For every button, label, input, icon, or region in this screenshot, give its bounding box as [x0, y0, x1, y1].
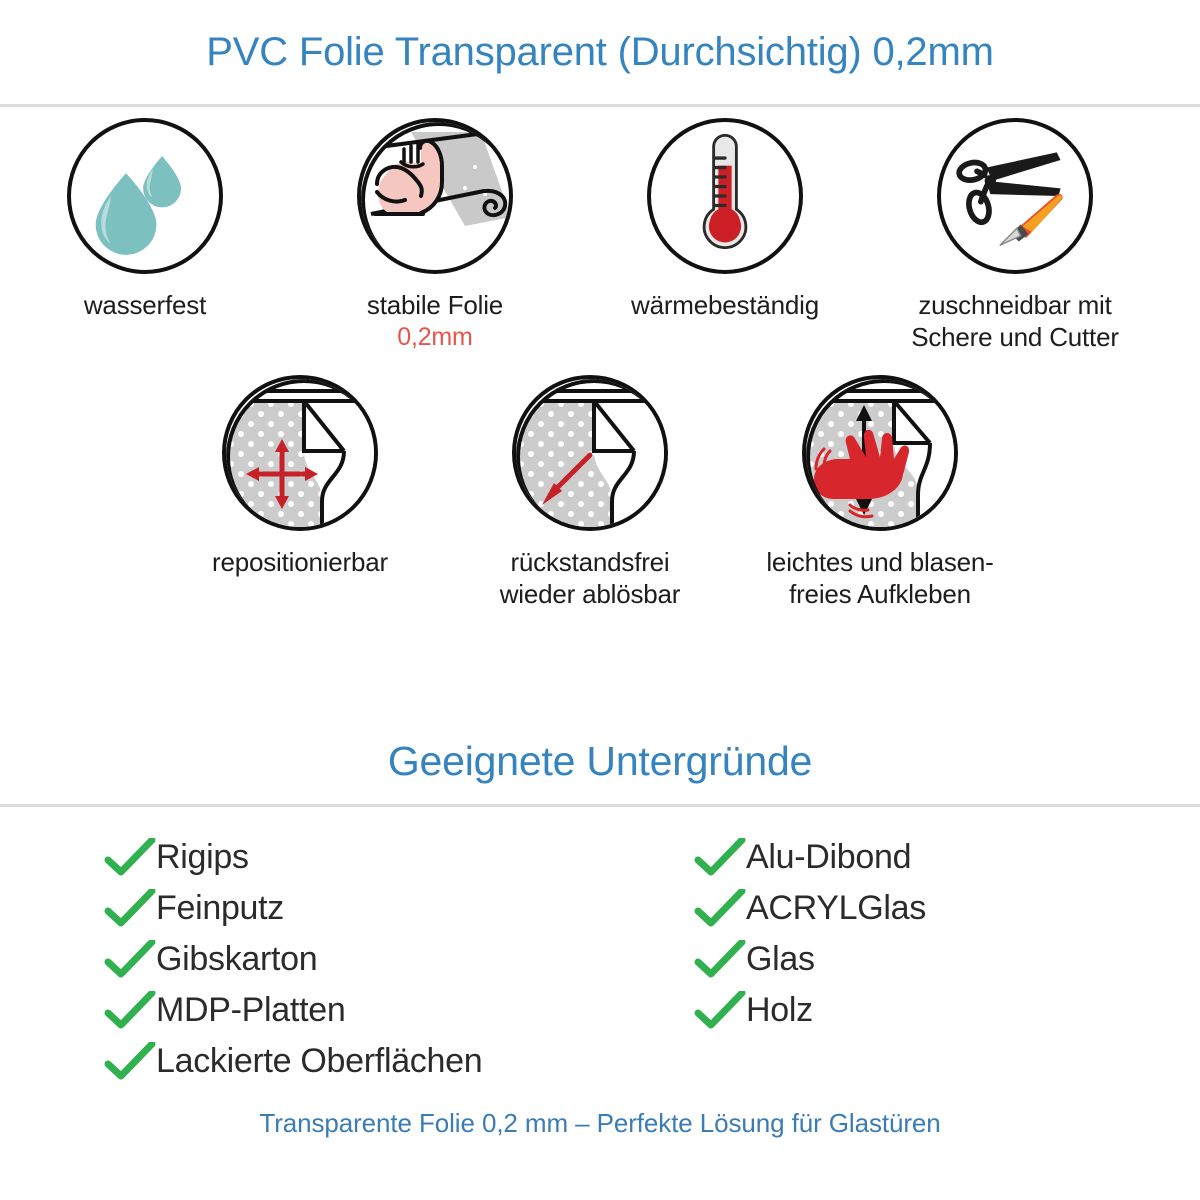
hand-smoothing-bubble-free-icon [806, 379, 954, 528]
suitable-surfaces-list: Rigips Feinputz Gibskarton MDP-Platten L… [0, 832, 1200, 1087]
thermometer-icon [702, 133, 748, 249]
list-item: Rigips [104, 832, 694, 883]
list-item-label: Gibskarton [156, 940, 318, 978]
subheading-bar: Geeignete Untergründe [0, 718, 1200, 804]
list-item: Alu-Dibond [694, 832, 926, 883]
feature-label: wasserfest [83, 290, 207, 320]
feature-zuschneidbar: zuschneidbar mit Schere und Cutter [870, 118, 1160, 353]
list-item-label: ACRYLGlas [746, 889, 926, 927]
feature-label-line2: freies Aufkleben [789, 579, 971, 610]
list-item: ACRYLGlas [694, 883, 926, 934]
feature-caption: wasserfest [84, 290, 206, 322]
feature-caption: leichtes und blasen- freies Aufkleben [766, 547, 993, 610]
divider-middle [0, 804, 1200, 807]
feature-grid: wasserfest [0, 118, 1200, 611]
feature-rueckstandsfrei: rückstandsfrei wieder ablösbar [445, 375, 735, 610]
icon-circle [357, 118, 513, 274]
list-item-label: Glas [746, 940, 815, 978]
list-item-label: Alu-Dibond [746, 838, 912, 876]
water-drops-icon [95, 156, 182, 255]
feature-label-line1: repositionierbar [211, 547, 388, 578]
list-item: Holz [694, 985, 926, 1036]
checklist-column-left: Rigips Feinputz Gibskarton MDP-Platten L… [104, 832, 694, 1087]
scissors-and-cutter-icon [956, 152, 1063, 246]
check-icon [694, 939, 746, 977]
flexed-muscle-arm-icon [361, 122, 509, 270]
list-item-label: Lackierte Oberflächen [156, 1042, 483, 1080]
feature-caption: stabile Folie 0,2mm [367, 290, 503, 352]
title-bar: PVC Folie Transparent (Durchsichtig) 0,2… [0, 0, 1200, 105]
icon-circle [512, 375, 668, 532]
check-icon [104, 1041, 156, 1079]
feature-label: stabile Folie [366, 290, 504, 320]
icon-circle [802, 375, 958, 532]
list-item-label: Rigips [156, 838, 249, 876]
feature-label: wärmebeständig [631, 290, 819, 320]
feature-repositionierbar: repositionierbar [155, 375, 445, 610]
feature-label-line2: wieder ablösbar [499, 579, 681, 610]
list-item: Feinputz [104, 883, 694, 934]
feature-waermebestaendig: wärmebeständig [580, 118, 870, 353]
feature-label-line1: rückstandsfrei [510, 547, 670, 578]
residue-free-peel-arrow-icon [516, 379, 664, 528]
icon-circle [937, 118, 1093, 274]
check-icon [694, 990, 746, 1028]
subheading: Geeignete Untergründe [387, 737, 813, 784]
footer: Transparente Folie 0,2 mm – Perfekte Lös… [0, 1108, 1200, 1139]
list-item: Gibskarton [104, 934, 694, 985]
check-icon [694, 837, 746, 875]
icon-circle [222, 375, 378, 532]
feature-caption: wärmebeständig [631, 290, 819, 322]
check-icon [104, 990, 156, 1028]
checklist-column-right: Alu-Dibond ACRYLGlas Glas Holz [694, 832, 926, 1087]
feature-label-line1: zuschneidbar mit [918, 290, 1112, 320]
feature-row-1: wasserfest [0, 118, 1200, 353]
feature-caption: zuschneidbar mit Schere und Cutter [911, 290, 1119, 353]
list-item: Glas [694, 934, 926, 985]
check-icon [104, 888, 156, 926]
feature-caption: rückstandsfrei wieder ablösbar [500, 547, 681, 610]
feature-sublabel: 0,2mm [397, 322, 473, 351]
icon-circle [647, 118, 803, 274]
feature-wasserfest: wasserfest [0, 118, 290, 353]
repositionable-sheet-four-arrows-icon [226, 379, 374, 528]
list-item-label: Holz [746, 991, 813, 1029]
list-item-label: Feinputz [156, 889, 285, 927]
check-icon [104, 837, 156, 875]
list-item-label: MDP-Platten [156, 991, 346, 1029]
list-item: Lackierte Oberflächen [104, 1036, 694, 1087]
footer-text: Transparente Folie 0,2 mm – Perfekte Lös… [259, 1108, 941, 1138]
check-icon [694, 888, 746, 926]
divider-top [0, 104, 1200, 107]
list-item: MDP-Platten [104, 985, 694, 1036]
feature-caption: repositionierbar [212, 547, 388, 579]
feature-label-line2: Schere und Cutter [911, 321, 1119, 352]
feature-label-line1: leichtes und blasen- [766, 547, 994, 578]
feature-blasenfreies-aufkleben: leichtes und blasen- freies Aufkleben [735, 375, 1025, 610]
check-icon [104, 939, 156, 977]
icon-circle [67, 118, 223, 274]
feature-stabile-folie: stabile Folie 0,2mm [290, 118, 580, 353]
page-title: PVC Folie Transparent (Durchsichtig) 0,2… [206, 30, 994, 74]
feature-row-2: repositionierbar [0, 353, 1200, 610]
